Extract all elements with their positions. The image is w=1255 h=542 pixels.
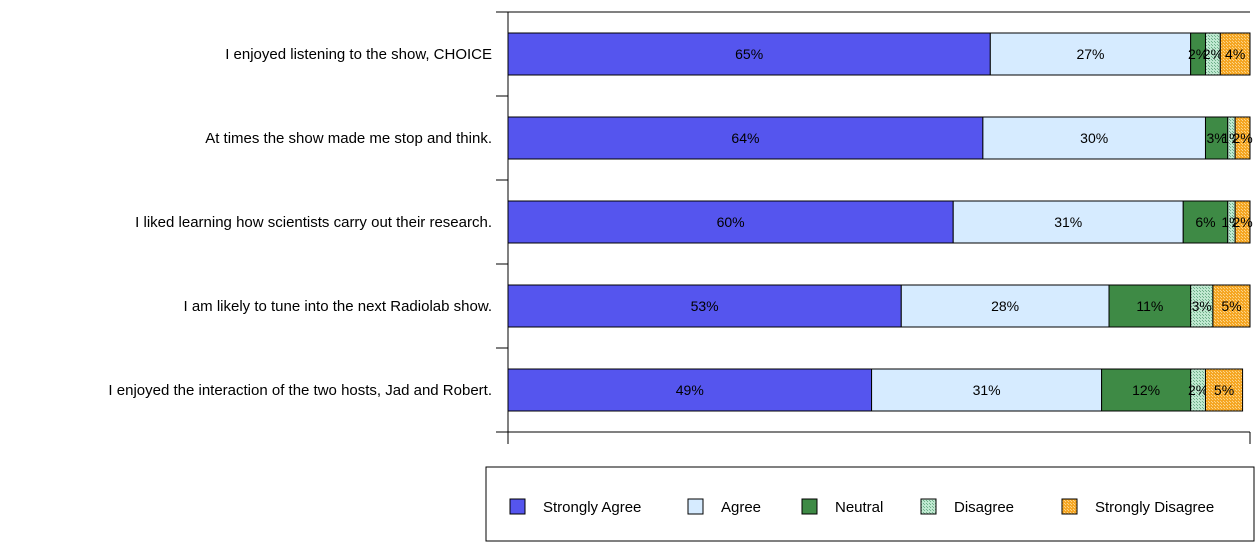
data-label: 5% — [1214, 382, 1234, 398]
bar-strongly-disagree — [1219, 32, 1251, 76]
legend-box — [485, 466, 1255, 542]
legend-label-agree: Agree — [721, 499, 761, 516]
legend-label-strongly-disagree: Strongly Disagree — [1095, 499, 1214, 516]
data-label: 3% — [1206, 130, 1226, 146]
bar-strongly-disagree — [1204, 368, 1244, 412]
legend-label-strongly-agree: Strongly Agree — [543, 499, 641, 516]
data-label: 4% — [1225, 46, 1245, 62]
data-label: 30% — [1080, 130, 1108, 146]
data-label: 53% — [691, 298, 719, 314]
bar-agree — [989, 32, 1192, 76]
data-label: 3% — [1192, 298, 1212, 314]
category-labels: I enjoyed listening to the show, CHOICE A… — [108, 46, 492, 399]
bar-neutral — [1101, 368, 1192, 412]
data-label: 12% — [1132, 382, 1160, 398]
bar-agree — [982, 116, 1206, 160]
bars: 65% 27% 2%2% 4%64% 30% 3%1%2%60% 31% 6% 1%2%53% 2… — [507, 32, 1253, 412]
data-label: 2% — [1188, 46, 1208, 62]
data-label: 6% — [1195, 214, 1215, 230]
data-label: 2% — [1188, 382, 1208, 398]
data-label: 5% — [1221, 298, 1241, 314]
bar-strongly-agree — [507, 200, 954, 244]
data-label: 2% — [1203, 46, 1223, 62]
bar-strongly-disagree — [1212, 284, 1251, 328]
bar-strongly-agree — [507, 368, 873, 412]
legend-swatch-strongly-agree — [509, 498, 526, 515]
bar-agree — [952, 200, 1184, 244]
data-label: 64% — [731, 130, 759, 146]
legend-swatch-strongly-disagree — [1061, 498, 1078, 515]
bar-agree — [871, 368, 1103, 412]
bar-strongly-agree — [507, 284, 902, 328]
category-label: I liked learning how scientists carry ou… — [135, 214, 492, 231]
category-label: I am likely to tune into the next Radiol… — [183, 298, 492, 315]
legend-label-disagree: Disagree — [954, 499, 1014, 516]
data-label: 31% — [1054, 214, 1082, 230]
data-label: 31% — [973, 382, 1001, 398]
bar-strongly-disagree — [1234, 116, 1251, 160]
bar-agree — [900, 284, 1110, 328]
data-label: 28% — [991, 298, 1019, 314]
data-label: 2% — [1232, 130, 1252, 146]
bar-strongly-disagree — [1234, 200, 1251, 244]
legend-swatch-neutral — [801, 498, 818, 515]
category-label: At times the show made me stop and think… — [205, 130, 492, 147]
data-label: 49% — [676, 382, 704, 398]
legend-swatch-agree — [687, 498, 704, 515]
legend: Strongly Agree Agree Neutral Disagree Strong… — [485, 466, 1255, 542]
data-label: 2% — [1232, 214, 1252, 230]
legend-label-neutral: Neutral — [835, 499, 883, 516]
data-label: 11% — [1136, 298, 1163, 314]
category-label: I enjoyed listening to the show, CHOICE — [225, 46, 492, 63]
data-label: 60% — [717, 214, 745, 230]
data-label: 27% — [1076, 46, 1104, 62]
legend-swatch-disagree — [920, 498, 937, 515]
data-label: 65% — [735, 46, 763, 62]
category-label: I enjoyed the interaction of the two hos… — [108, 382, 492, 399]
bar-strongly-agree — [507, 116, 984, 160]
